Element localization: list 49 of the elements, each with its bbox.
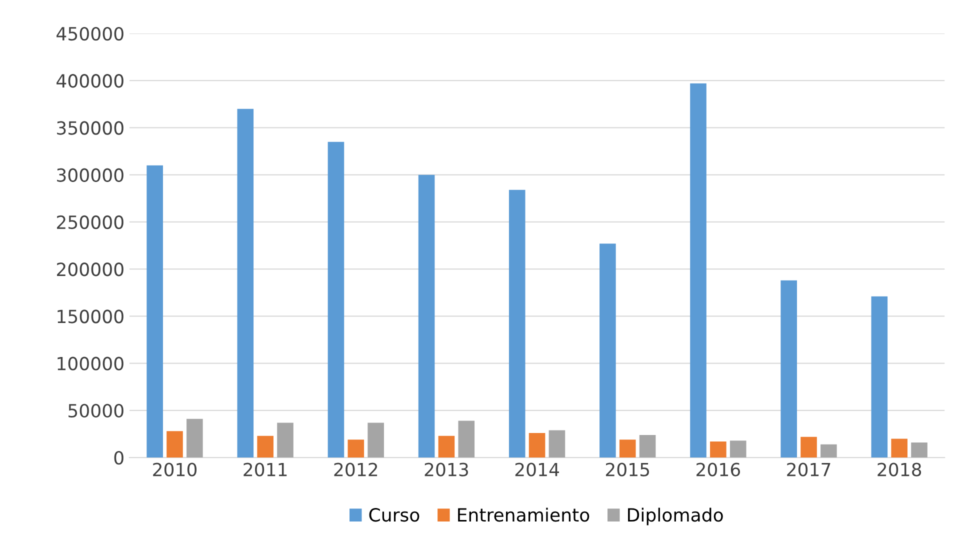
y-tick-label: 200000 [57,262,124,276]
bar [186,418,203,458]
x-tick-label: 2018 [878,462,922,476]
x-tick-label: 2010 [153,462,197,476]
bar [891,438,908,458]
bar [911,442,928,458]
bar [166,431,183,458]
y-tick-label: 100000 [58,356,124,370]
bar [690,83,706,458]
bar [237,108,254,458]
x-tick-label: 2011 [244,462,287,476]
x-tick-label: 2017 [787,462,830,476]
bar [820,444,837,458]
bar [639,434,656,458]
bar [458,420,475,458]
y-tick-label: 450000 [56,26,124,41]
y-tick-label: 300000 [57,168,124,182]
bar [418,174,435,458]
bar [619,440,636,458]
bar [146,165,163,458]
y-tick-label: 0 [114,451,124,465]
y-tick-label: 350000 [57,121,124,135]
y-tick-label: 400000 [56,74,124,88]
bar [257,436,274,458]
legend-label: Entrenamiento [458,508,590,522]
bar [871,296,888,458]
bar [368,422,384,458]
y-tick-label: 50000 [68,404,124,418]
x-tick-label: 2014 [515,462,559,476]
legend-label: Diplomado [628,508,723,526]
bar [508,190,526,458]
bar [548,430,566,458]
bar [277,422,294,458]
x-tick-label: 2012 [334,462,378,476]
y-tick-label: 150000 [58,310,124,324]
x-tick-label: 2015 [606,462,650,476]
bar [348,440,364,458]
legend-label: Curso [369,508,420,522]
bar [328,142,344,458]
bar [438,436,455,458]
bar [528,433,546,458]
bar [800,436,817,458]
x-tick-label: 2013 [424,462,468,476]
x-tick-label: 2016 [696,462,740,476]
bar [710,442,726,458]
bar [780,280,797,458]
bar [730,440,746,458]
bar [600,244,616,458]
y-tick-label: 250000 [57,215,124,230]
